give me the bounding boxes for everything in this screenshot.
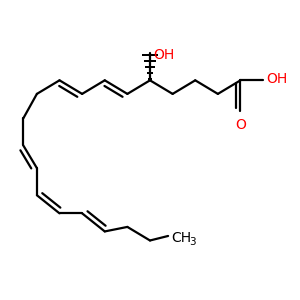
- Text: OH: OH: [154, 48, 175, 62]
- Text: CH: CH: [172, 231, 192, 245]
- Text: 3: 3: [189, 237, 196, 247]
- Text: OH: OH: [266, 72, 287, 86]
- Text: O: O: [235, 118, 246, 132]
